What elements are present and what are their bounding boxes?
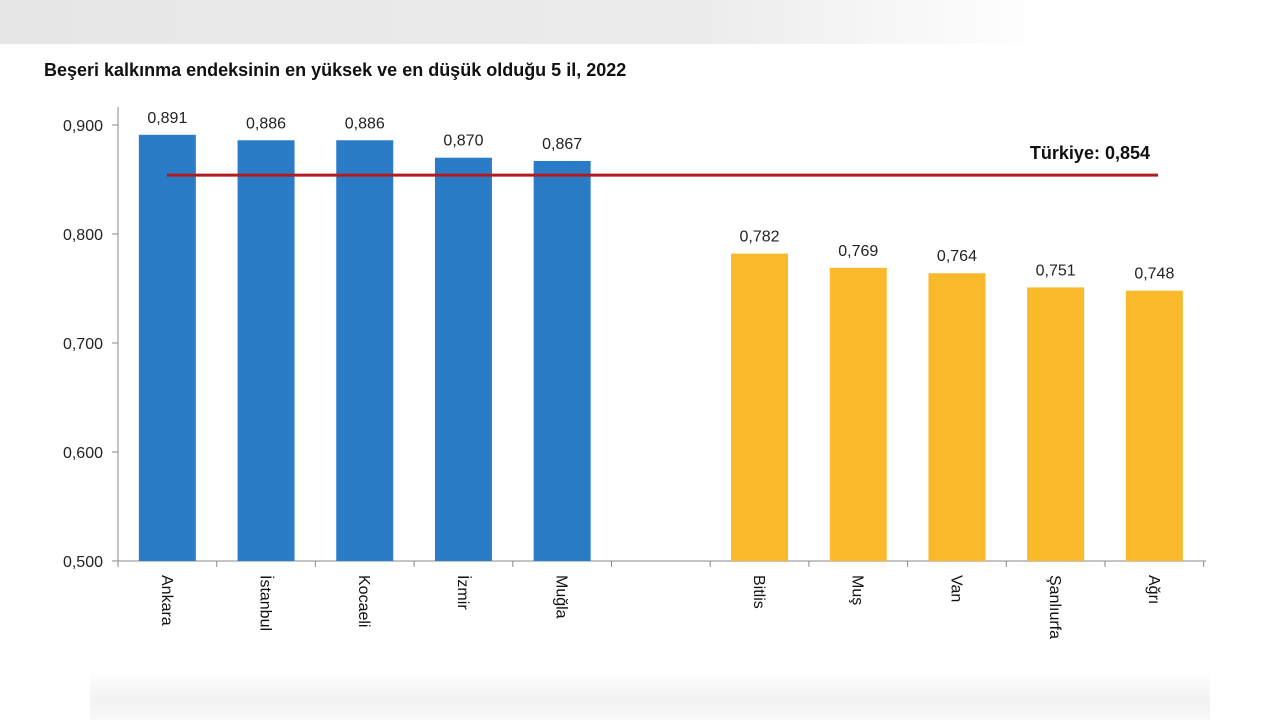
- top-shadow-band: [0, 0, 1280, 44]
- y-tick-label: 0,700: [63, 336, 103, 353]
- y-tick-label: 0,500: [63, 554, 103, 571]
- bar: [928, 273, 986, 561]
- category-label: Bitlis: [750, 575, 767, 609]
- data-label: 0,748: [1134, 266, 1174, 283]
- bar: [1125, 290, 1183, 561]
- category-label: Kocaeli: [355, 575, 372, 627]
- data-label: 0,870: [443, 133, 483, 150]
- bar: [138, 134, 196, 561]
- category-label: Ağrı: [1145, 575, 1162, 604]
- y-tick-label: 0,800: [63, 227, 103, 244]
- category-label: İzmir: [454, 575, 473, 610]
- bar: [533, 160, 591, 561]
- bar: [829, 267, 887, 561]
- data-label: 0,751: [1036, 262, 1076, 279]
- reference-line-label: Türkiye: 0,854: [1030, 143, 1150, 163]
- data-label: 0,782: [740, 229, 780, 246]
- data-label: 0,764: [937, 248, 977, 265]
- bar: [434, 157, 492, 561]
- category-label: Şanlıurfa: [1046, 575, 1063, 639]
- bar: [237, 140, 295, 561]
- bar: [336, 140, 394, 561]
- chart-title: Beşeri kalkınma endeksinin en yüksek ve …: [44, 60, 627, 80]
- bar: [1027, 287, 1085, 561]
- data-label: 0,886: [246, 115, 286, 132]
- category-label: Ankara: [158, 575, 175, 626]
- y-tick-label: 0,600: [63, 445, 103, 462]
- data-label: 0,867: [542, 136, 582, 153]
- category-label: Muğla: [553, 575, 570, 619]
- y-tick-label: 0,900: [63, 118, 103, 135]
- category-label: Van: [947, 575, 964, 602]
- bar: [731, 253, 789, 561]
- data-label: 0,886: [345, 115, 385, 132]
- category-label: Muş: [849, 575, 866, 605]
- data-label: 0,891: [147, 110, 187, 127]
- data-label: 0,769: [838, 243, 878, 260]
- bottom-shadow-band: [90, 672, 1210, 720]
- category-label: İstanbul: [256, 575, 275, 631]
